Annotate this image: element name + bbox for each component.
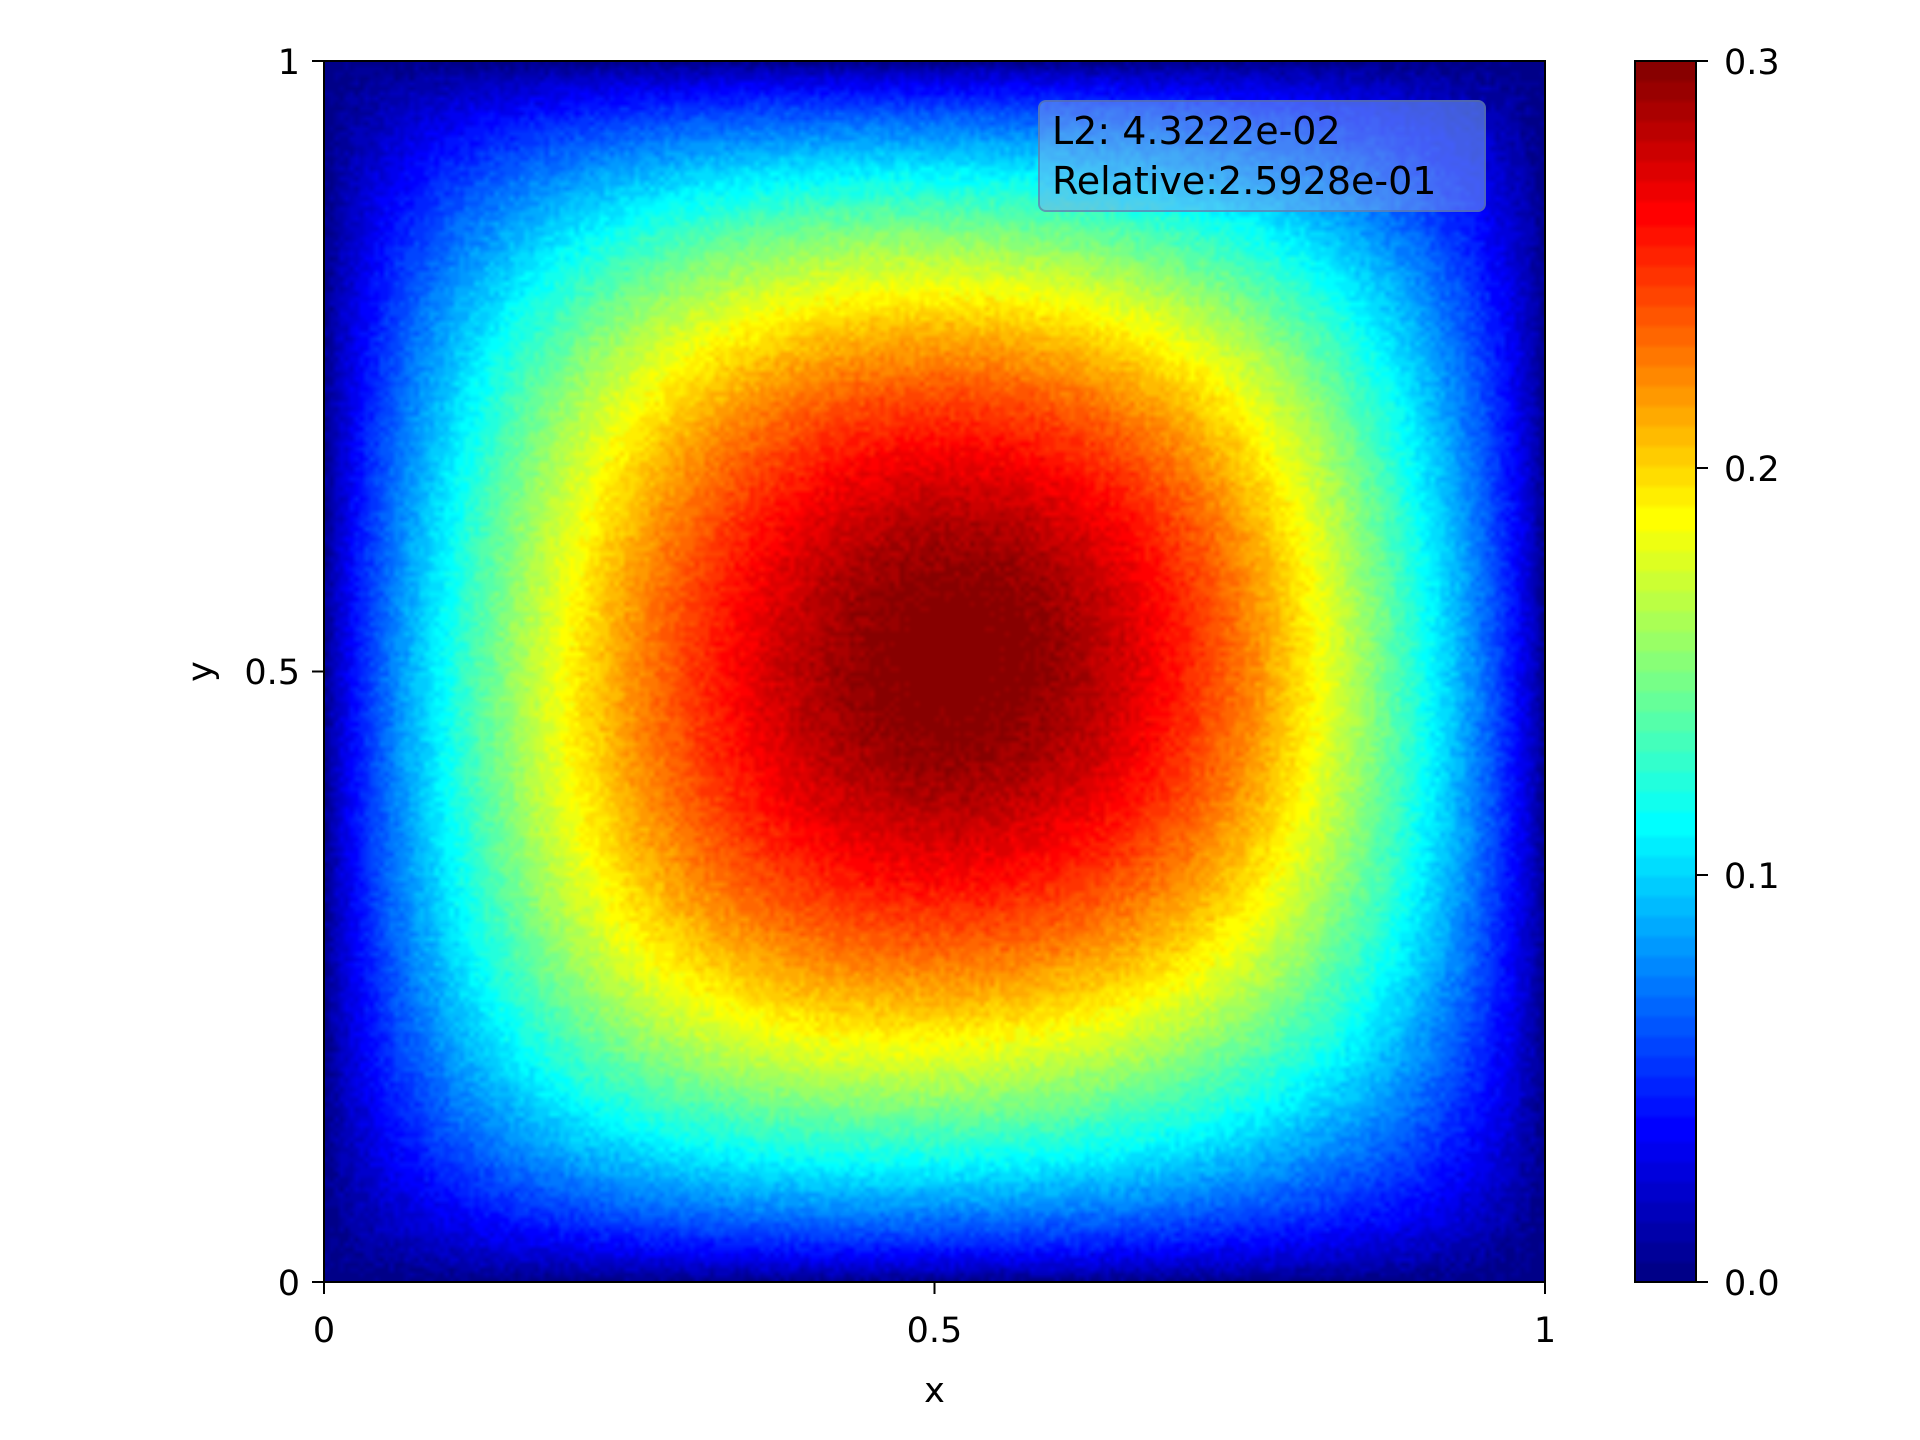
x-tick-label: 0 — [313, 1311, 335, 1351]
plot-frame — [323, 60, 1546, 1283]
colorbar-tick-label: 0.1 — [1724, 857, 1780, 897]
colorbar-frame — [1634, 60, 1697, 1283]
y-tick-label: 0.5 — [244, 653, 300, 693]
y-tick-label: 1 — [278, 43, 300, 83]
l2-error-text: L2: 4.3222e-02 — [1052, 109, 1341, 153]
x-tick-label: 1 — [1534, 1311, 1556, 1351]
heatmap-field — [324, 61, 1545, 1282]
y-axis-label: y — [181, 661, 221, 682]
colorbar-tick-label: 0.0 — [1724, 1264, 1780, 1304]
x-tick-label: 0.5 — [907, 1311, 963, 1351]
colorbar-tick-label: 0.2 — [1724, 450, 1780, 490]
error-stats-box: L2: 4.3222e-02 Relative:2.5928e-01 — [1038, 100, 1486, 212]
colorbar-gradient — [1635, 61, 1696, 1282]
relative-error-text: Relative:2.5928e-01 — [1052, 159, 1437, 203]
colorbar-tick-label: 0.3 — [1724, 43, 1780, 83]
y-tick-label: 0 — [278, 1264, 300, 1304]
x-axis-label: x — [924, 1371, 945, 1411]
